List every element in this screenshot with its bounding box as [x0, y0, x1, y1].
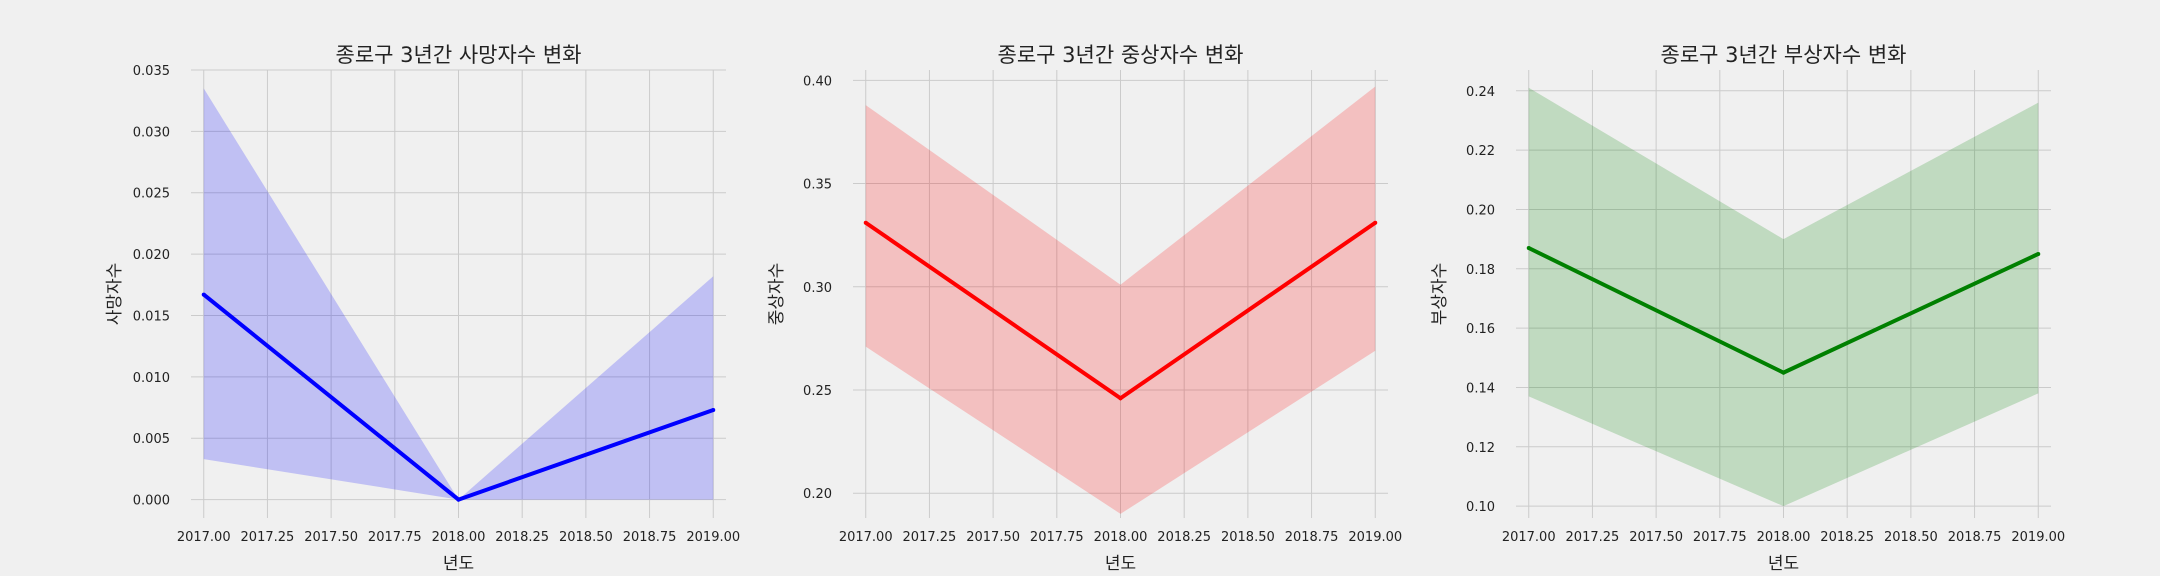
y-tick-label: 0.22: [1466, 144, 1495, 159]
x-tick-label: 2017.50: [304, 530, 358, 545]
chart-title: 종로구 3년간 부상자수 변화: [1661, 43, 1907, 67]
x-tick-label: 2018.00: [1757, 530, 1811, 545]
confidence-band: [865, 86, 1376, 514]
chart-panel-2: 2017.00 2017.25 2017.50 2017.75 2018.00 2018.…: [767, 43, 1402, 574]
data-point: [201, 292, 206, 297]
y-tick-label: 0.25: [803, 384, 832, 399]
x-tick-label: 2017.25: [903, 530, 957, 545]
chart-title: 종로구 3년간 중상자수 변화: [998, 43, 1244, 67]
x-tick-label: 2018.50: [1221, 530, 1275, 545]
data-point: [1373, 220, 1378, 225]
y-tick-label: 0.14: [1466, 381, 1495, 396]
y-axis-label: 사망자수: [105, 263, 125, 326]
y-tick-label: 0.30: [803, 281, 832, 296]
y-tick-label: 0.20: [803, 487, 832, 502]
x-tick-label: 2018.25: [1157, 530, 1211, 545]
chart-panel-3: 2017.00 2017.25 2017.50 2017.75 2018.00 2018.…: [1430, 43, 2065, 574]
x-tick-label: 2017.00: [1502, 530, 1556, 545]
y-tick-label: 0.18: [1466, 263, 1495, 278]
data-point: [2036, 251, 2041, 256]
y-axis-label: 부상자수: [1430, 263, 1450, 326]
x-tick-label: 2019.00: [1348, 530, 1402, 545]
data-point: [711, 407, 716, 412]
x-tick-label: 2017.50: [966, 530, 1020, 545]
x-tick-label: 2018.75: [623, 530, 677, 545]
data-point: [863, 220, 868, 225]
y-tick-label: 0.24: [1466, 85, 1495, 100]
confidence-band: [1528, 87, 2039, 507]
y-tick-label: 0.030: [133, 125, 170, 140]
x-tick-label: 2018.75: [1285, 530, 1339, 545]
y-tick-label: 0.35: [803, 178, 832, 193]
x-tick-label: 2017.75: [368, 530, 422, 545]
x-tick-label: 2017.25: [1566, 530, 1620, 545]
x-tick-label: 2019.00: [2011, 530, 2065, 545]
x-tick-label: 2018.75: [1948, 530, 2002, 545]
chart-title: 종로구 3년간 사망자수 변화: [336, 43, 582, 67]
y-axis-label: 중상자수: [767, 263, 787, 326]
y-tick-label: 0.010: [133, 371, 170, 386]
x-tick-label: 2017.25: [241, 530, 295, 545]
chart-panel-1: 2017.00 2017.25 2017.50 2017.75 2018.00 2018.…: [105, 43, 740, 574]
data-point: [456, 497, 461, 502]
y-tick-label: 0.005: [133, 432, 170, 447]
x-tick-label: 2017.00: [177, 530, 231, 545]
y-tick-label: 0.020: [133, 248, 170, 263]
x-tick-label: 2018.00: [432, 530, 486, 545]
y-tick-label: 0.025: [133, 187, 170, 202]
y-tick-label: 0.015: [133, 309, 170, 324]
x-tick-label: 2017.00: [839, 530, 893, 545]
x-tick-label: 2018.50: [1884, 530, 1938, 545]
data-point: [1526, 246, 1531, 251]
data-point: [1118, 396, 1123, 401]
x-tick-label: 2017.50: [1629, 530, 1683, 545]
y-tick-label: 0.20: [1466, 203, 1495, 218]
y-tick-label: 0.16: [1466, 322, 1495, 337]
y-tick-label: 0.035: [133, 64, 170, 79]
y-tick-label: 0.12: [1466, 441, 1495, 456]
x-tick-label: 2018.25: [1820, 530, 1874, 545]
x-tick-label: 2018.25: [495, 530, 549, 545]
y-tick-label: 0.000: [133, 494, 170, 509]
x-tick-label: 2018.50: [559, 530, 613, 545]
x-tick-label: 2019.00: [686, 530, 740, 545]
x-tick-label: 2017.75: [1030, 530, 1084, 545]
y-tick-label: 0.40: [803, 74, 832, 89]
x-tick-label: 2018.00: [1094, 530, 1148, 545]
x-tick-label: 2017.75: [1693, 530, 1747, 545]
y-tick-label: 0.10: [1466, 500, 1495, 515]
x-axis-label: 년도: [443, 554, 474, 574]
x-axis-label: 년도: [1105, 554, 1136, 574]
x-axis-label: 년도: [1768, 554, 1799, 574]
data-point: [1781, 370, 1786, 375]
